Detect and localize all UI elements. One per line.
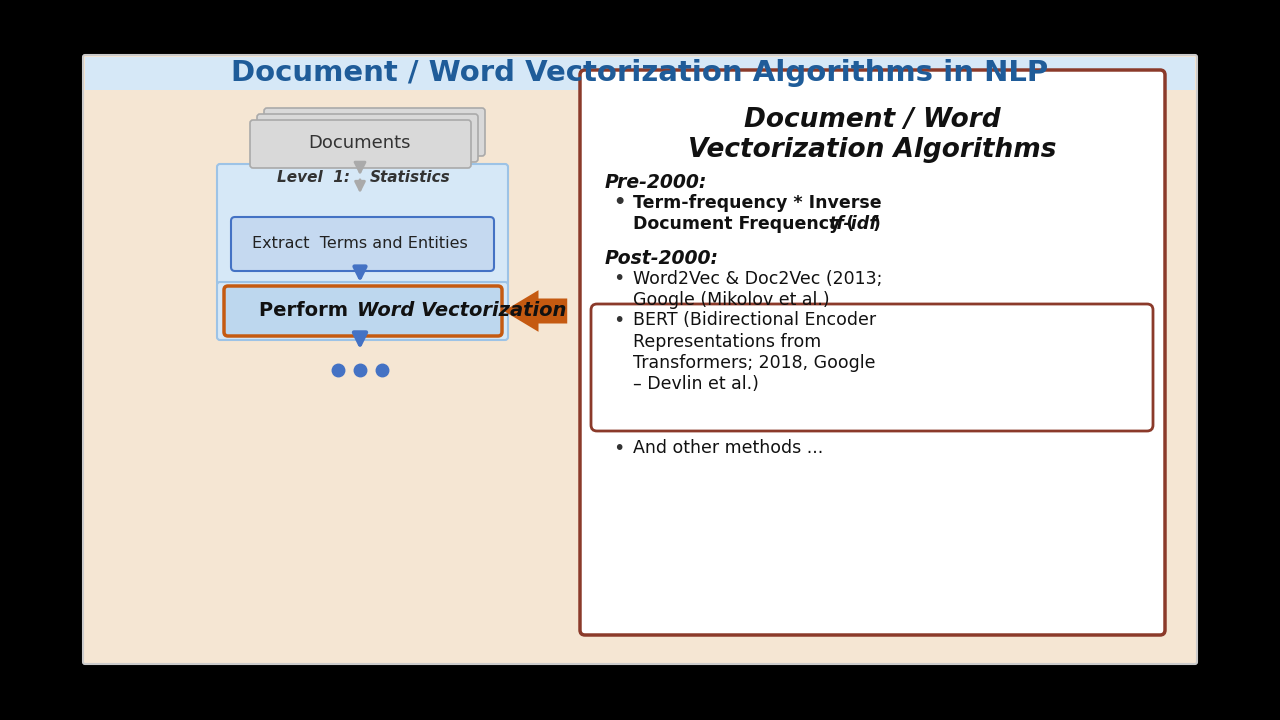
- Text: Extract  Terms and Entities: Extract Terms and Entities: [252, 236, 468, 251]
- FancyBboxPatch shape: [230, 217, 494, 271]
- FancyBboxPatch shape: [250, 120, 471, 168]
- Text: •: •: [613, 310, 625, 330]
- Text: tf-idf: tf-idf: [828, 215, 877, 233]
- FancyBboxPatch shape: [218, 164, 508, 285]
- Text: •: •: [613, 438, 625, 457]
- Text: Google (Mikolov et al.): Google (Mikolov et al.): [634, 291, 829, 309]
- Text: Word Vectorization: Word Vectorization: [357, 302, 566, 320]
- FancyBboxPatch shape: [264, 108, 485, 156]
- Text: Statistics: Statistics: [370, 169, 451, 184]
- Text: – Devlin et al.): – Devlin et al.): [634, 375, 759, 393]
- FancyBboxPatch shape: [257, 114, 477, 162]
- FancyBboxPatch shape: [580, 70, 1165, 635]
- Text: Word2Vec & Doc2Vec (2013;: Word2Vec & Doc2Vec (2013;: [634, 270, 882, 288]
- Text: Post-2000:: Post-2000:: [605, 248, 719, 268]
- Text: BERT (Bidirectional Encoder: BERT (Bidirectional Encoder: [634, 311, 876, 329]
- FancyBboxPatch shape: [224, 286, 502, 336]
- Text: Document / Word: Document / Word: [744, 107, 1001, 133]
- Text: •: •: [613, 269, 625, 289]
- Text: •: •: [613, 194, 626, 212]
- Text: And other methods ...: And other methods ...: [634, 439, 823, 457]
- FancyBboxPatch shape: [83, 55, 1197, 664]
- Text: Documents: Documents: [308, 134, 411, 152]
- FancyBboxPatch shape: [218, 282, 508, 340]
- Text: Pre-2000:: Pre-2000:: [605, 173, 708, 192]
- Text: Transformers; 2018, Google: Transformers; 2018, Google: [634, 354, 876, 372]
- Text: ): ): [873, 215, 881, 233]
- Text: Document / Word Vectorization Algorithms in NLP: Document / Word Vectorization Algorithms…: [232, 59, 1048, 87]
- Text: Perform: Perform: [260, 302, 355, 320]
- Text: Document Frequency (: Document Frequency (: [634, 215, 854, 233]
- Text: Term-frequency * Inverse: Term-frequency * Inverse: [634, 194, 882, 212]
- Text: Level  1:: Level 1:: [276, 169, 349, 184]
- FancyArrowPatch shape: [504, 290, 567, 332]
- Text: Vectorization Algorithms: Vectorization Algorithms: [689, 137, 1057, 163]
- FancyBboxPatch shape: [591, 304, 1153, 431]
- Bar: [84, 57, 1196, 90]
- Text: Representations from: Representations from: [634, 333, 822, 351]
